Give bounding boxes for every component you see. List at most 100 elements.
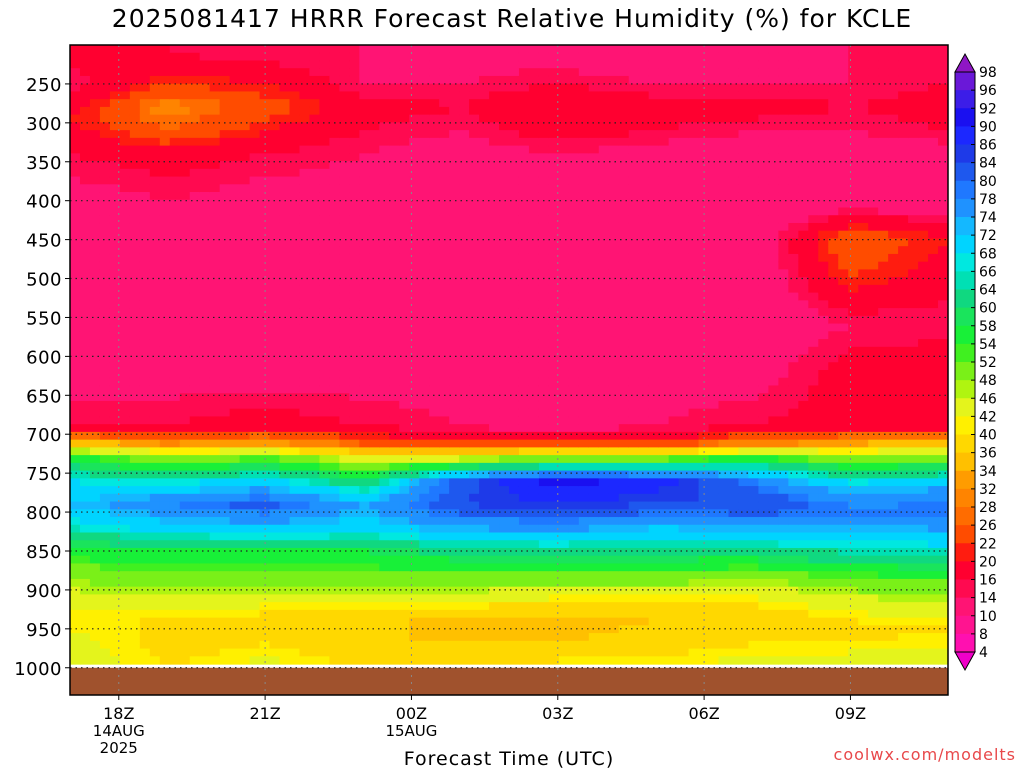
rh-cell (568, 377, 580, 387)
rh-cell (99, 408, 111, 418)
rh-cell (379, 617, 390, 626)
rh-cell (638, 555, 650, 565)
rh-cell (568, 370, 580, 379)
rh-cell (79, 284, 91, 294)
rh-cell (119, 578, 131, 588)
rh-cell (169, 339, 181, 348)
rh-cell (289, 609, 301, 619)
rh-cell (638, 470, 650, 479)
rh-cell (588, 106, 600, 116)
rh-cell (568, 184, 580, 193)
rh-cell (598, 199, 610, 209)
rh-cell (359, 253, 370, 263)
rh-cell (339, 431, 350, 441)
rh-cell (359, 393, 370, 402)
rh-cell (279, 284, 291, 294)
rh-cell (199, 501, 211, 510)
rh-cell (379, 246, 390, 255)
rh-cell (449, 594, 460, 603)
rh-cell (199, 184, 211, 193)
rh-cell (169, 377, 181, 387)
rh-cell (548, 486, 560, 495)
rh-cell (249, 617, 261, 626)
rh-cell (279, 106, 291, 116)
rh-cell (109, 424, 121, 433)
rh-cell (568, 308, 580, 317)
rh-cell (269, 153, 281, 162)
rh-cell (658, 447, 670, 456)
rh-cell (409, 478, 420, 487)
rh-cell (109, 439, 121, 448)
rh-cell (638, 68, 650, 77)
rh-cell (369, 416, 380, 425)
rh-cell (339, 269, 350, 278)
rh-cell (179, 130, 191, 139)
rh-cell (518, 153, 530, 162)
rh-cell (628, 269, 640, 278)
rh-cell (648, 145, 660, 154)
rh-cell (379, 346, 390, 356)
rh-cell (279, 625, 291, 634)
rh-cell (119, 362, 131, 371)
rh-cell (209, 609, 221, 619)
rh-cell (479, 455, 490, 464)
rh-cell (239, 455, 251, 464)
rh-cell (668, 385, 680, 394)
rh-cell (628, 431, 640, 441)
rh-cell (239, 331, 251, 340)
rh-cell (489, 292, 500, 301)
rh-cell (369, 161, 380, 170)
rh-cell (339, 493, 350, 503)
rh-cell (89, 308, 101, 317)
rh-cell (129, 617, 141, 626)
rh-cell (389, 238, 400, 247)
rh-cell (369, 230, 380, 240)
rh-cell (209, 416, 221, 425)
rh-cell (628, 540, 640, 549)
rh-cell (598, 137, 610, 147)
rh-cell (578, 578, 590, 588)
rh-cell (159, 571, 171, 580)
rh-cell (509, 524, 520, 534)
rh-cell (369, 238, 380, 247)
rh-cell (169, 370, 181, 379)
rh-cell (149, 478, 161, 487)
rh-cell (309, 555, 321, 565)
rh-cell (219, 346, 231, 356)
rh-cell (459, 246, 470, 255)
rh-cell (409, 308, 420, 317)
rh-cell (70, 253, 81, 263)
rh-cell (189, 277, 201, 286)
rh-cell (668, 617, 680, 626)
rh-cell (199, 323, 211, 332)
rh-cell (568, 594, 580, 603)
rh-cell (239, 284, 251, 294)
rh-cell (159, 354, 171, 363)
rh-cell (588, 207, 600, 216)
rh-cell (249, 145, 261, 154)
rh-cell (259, 292, 271, 301)
rh-cell (499, 246, 510, 255)
rh-cell (399, 91, 410, 100)
rh-cell (528, 75, 540, 85)
rh-cell (469, 478, 480, 487)
rh-cell (309, 486, 321, 495)
rh-cell (509, 493, 520, 503)
rh-cell (209, 563, 221, 572)
rh-cell (608, 354, 620, 363)
rh-cell (119, 509, 131, 518)
rh-cell (359, 370, 370, 379)
rh-cell (159, 578, 171, 588)
rh-cell (269, 408, 281, 418)
rh-cell (538, 400, 550, 410)
rh-cell (419, 246, 430, 255)
rh-cell (309, 130, 321, 139)
rh-cell (299, 91, 311, 100)
rh-cell (129, 346, 141, 356)
rh-cell (159, 222, 171, 232)
rh-cell (528, 106, 540, 116)
rh-cell (678, 253, 690, 263)
rh-cell (469, 153, 480, 162)
rh-cell (139, 300, 151, 309)
rh-cell (159, 532, 171, 541)
